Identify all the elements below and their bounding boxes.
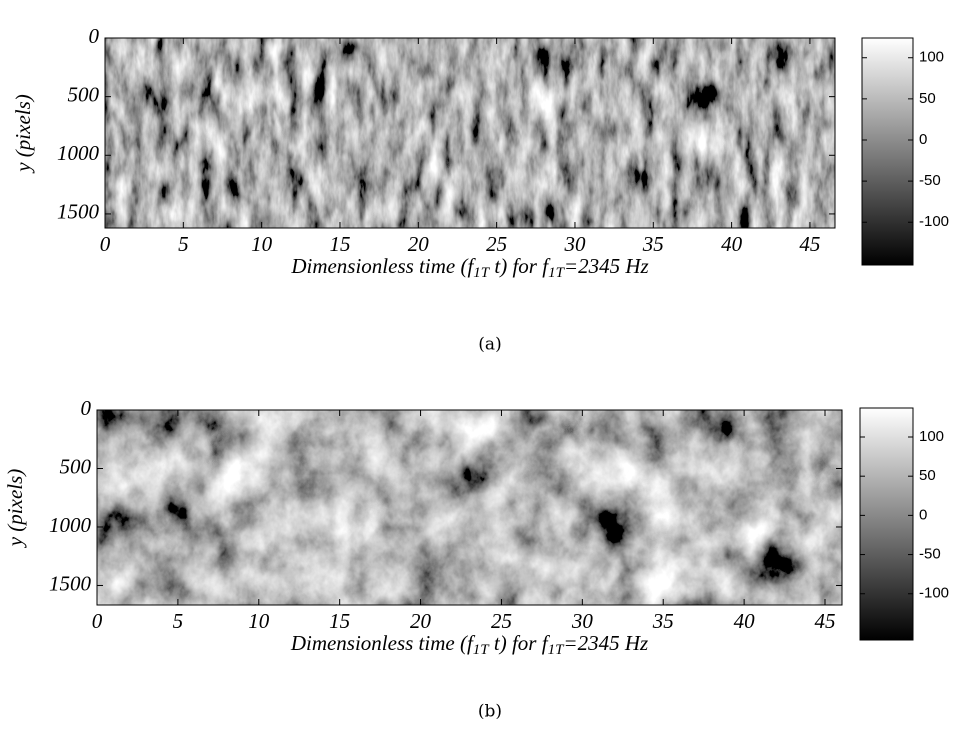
x-axis-label-part: Dimensionless time (f — [290, 254, 476, 278]
x-axis-label-subscript: 1T — [473, 265, 491, 281]
y-tick-label: 1500 — [57, 200, 100, 224]
caption: (b) — [478, 702, 502, 722]
x-tick-label: 10 — [248, 609, 270, 633]
y-tick-label: 500 — [68, 82, 100, 106]
x-axis-label-part: t) for f — [489, 254, 551, 278]
y-tick-label: 1500 — [49, 571, 92, 595]
x-tick-label: 35 — [642, 232, 664, 256]
colorbar — [861, 37, 914, 266]
heatmap-image — [105, 38, 835, 228]
colorbar-tick-label: 100 — [919, 428, 944, 445]
y-tick-label: 0 — [89, 24, 100, 48]
caption: (a) — [478, 335, 501, 355]
x-axis-label-subscript: 1T — [548, 265, 566, 281]
x-tick-label: 5 — [173, 609, 184, 633]
x-tick-label: 15 — [329, 232, 350, 256]
y-axis-label: y (pixels) — [11, 94, 35, 174]
x-tick-label: 35 — [652, 609, 674, 633]
heatmap-image — [97, 410, 842, 605]
plot-frame — [104, 37, 836, 229]
x-tick-label: 5 — [178, 232, 189, 256]
colorbar-tick-label: 50 — [919, 467, 936, 484]
colorbar-tick-label: 100 — [919, 49, 944, 66]
x-axis-label: Dimensionless time (f1T t) for f1T=2345 … — [290, 254, 648, 282]
x-tick-label: 45 — [799, 232, 820, 256]
x-tick-label: 30 — [563, 232, 586, 256]
x-tick-label: 0 — [100, 232, 111, 256]
x-tick-label: 20 — [408, 232, 430, 256]
x-axis-label-part: =2345 Hz — [564, 254, 649, 278]
x-axis-label-part: Dimensionless time (f — [290, 631, 476, 655]
colorbar — [859, 407, 914, 641]
x-tick-label: 30 — [571, 609, 594, 633]
x-tick-label: 10 — [251, 232, 273, 256]
colorbar-tick-label: -50 — [919, 172, 941, 189]
x-tick-label: 25 — [491, 609, 512, 633]
colorbar-tick-label: -100 — [919, 213, 949, 230]
colorbar-tick-label: -100 — [919, 585, 949, 602]
x-axis-label-subscript: 1T — [548, 642, 566, 658]
colorbar-tick-label: 0 — [919, 506, 927, 523]
x-tick-label: 20 — [410, 609, 432, 633]
colorbar-tick-label: 50 — [919, 90, 936, 107]
x-axis-label: Dimensionless time (f1T t) for f1T=2345 … — [290, 631, 648, 659]
y-tick-label: 1000 — [49, 513, 92, 537]
plot-frame — [96, 409, 843, 606]
y-tick-label: 1000 — [57, 141, 100, 165]
x-axis-label-subscript: 1T — [473, 642, 491, 658]
colorbar-tick-label: -50 — [919, 546, 941, 563]
y-tick-label: 0 — [81, 396, 92, 420]
x-tick-label: 25 — [486, 232, 507, 256]
x-tick-label: 40 — [734, 609, 756, 633]
x-tick-label: 15 — [329, 609, 350, 633]
x-tick-label: 0 — [92, 609, 103, 633]
y-axis-label: y (pixels) — [3, 469, 27, 549]
colorbar-tick-label: 0 — [919, 131, 927, 148]
y-tick-label: 500 — [60, 454, 92, 478]
x-axis-label-part: =2345 Hz — [563, 631, 648, 655]
x-tick-label: 40 — [721, 232, 743, 256]
x-tick-label: 45 — [815, 609, 836, 633]
x-axis-label-part: t) for f — [489, 631, 551, 655]
